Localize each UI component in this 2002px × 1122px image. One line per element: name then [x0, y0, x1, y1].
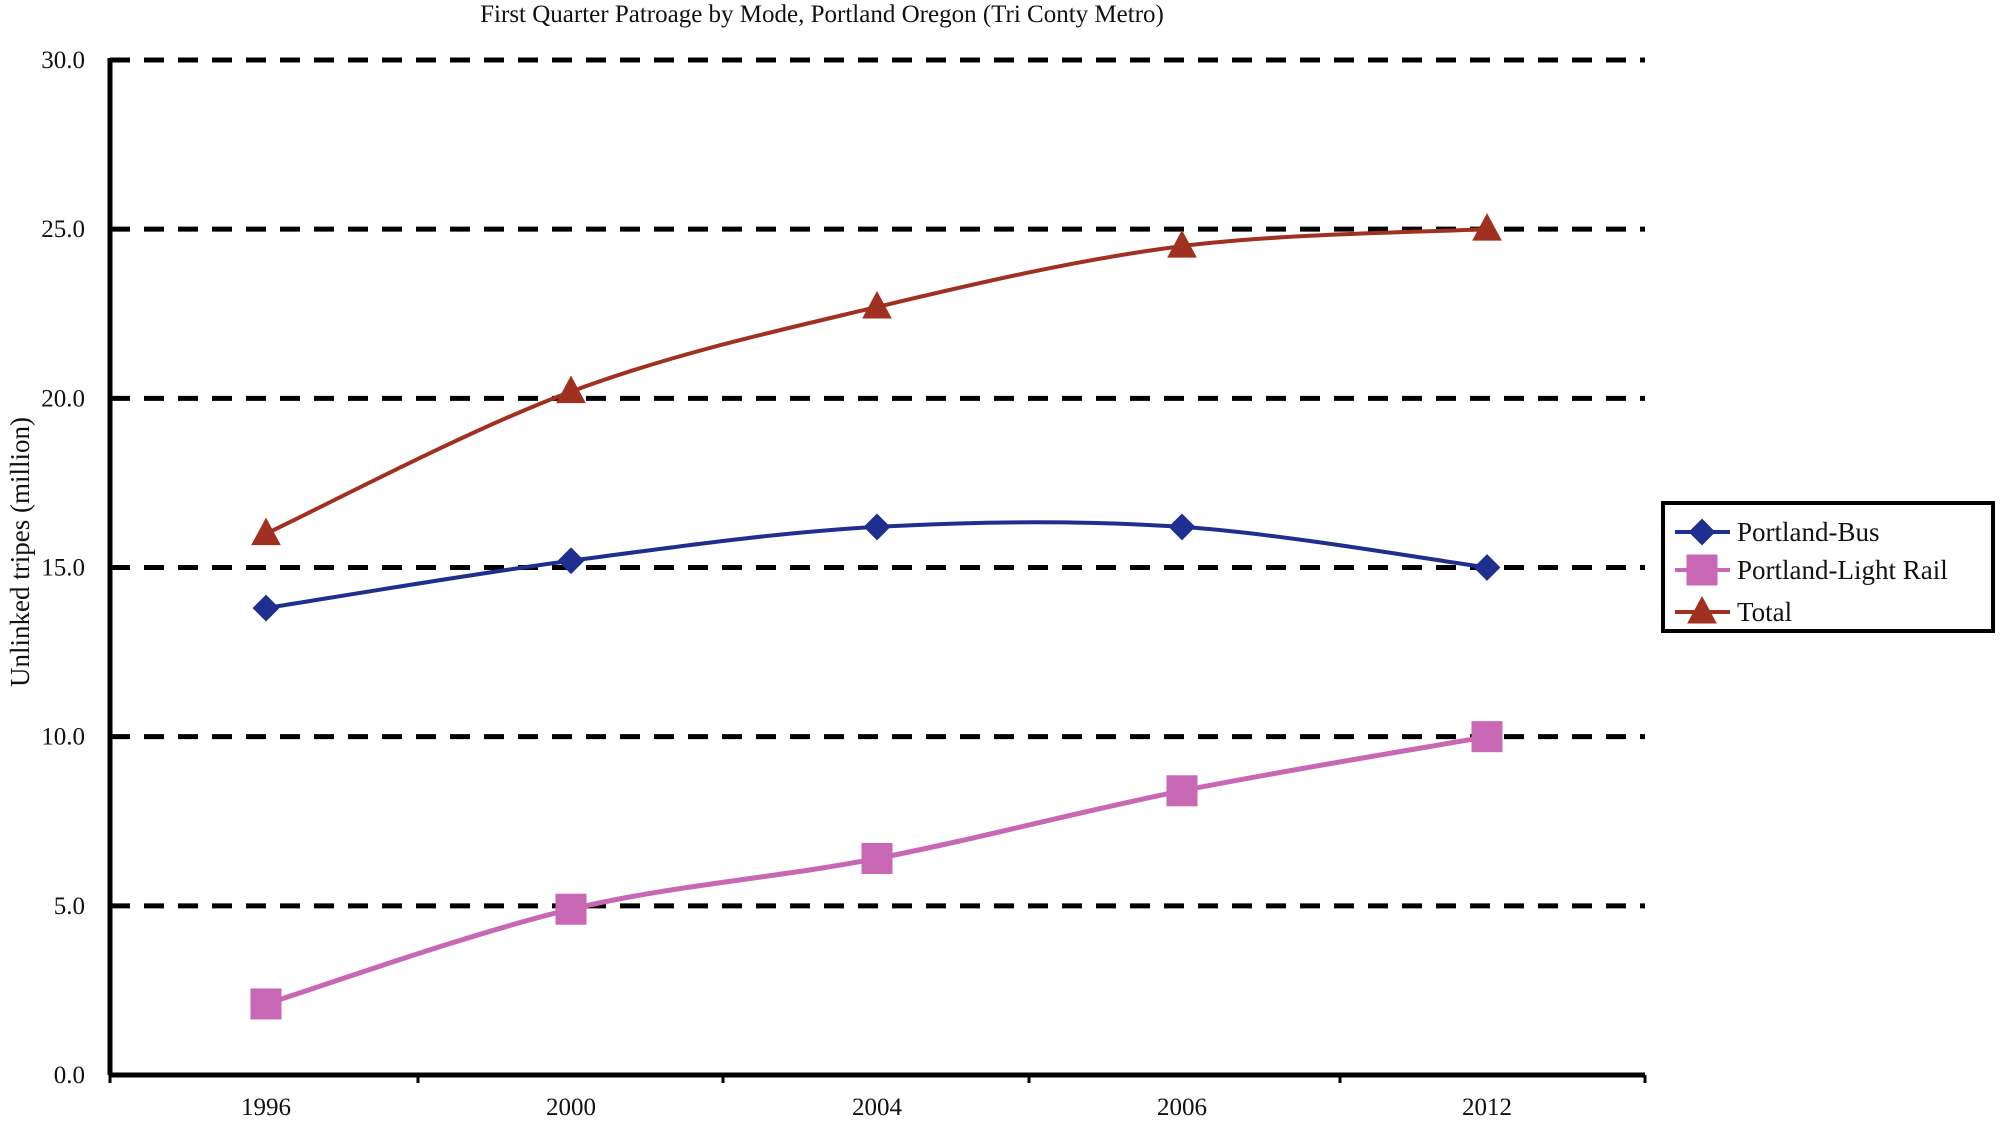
chart-title: First Quarter Patroage by Mode, Portland… [480, 1, 1164, 28]
data-point [555, 893, 587, 925]
y-tick-label: 30.0 [41, 47, 85, 74]
legend-item: Portland-Light Rail [1675, 554, 1948, 586]
data-point [252, 594, 280, 622]
legend-label: Portland-Bus [1737, 517, 1880, 547]
legend-marker [1686, 554, 1718, 586]
y-tick-label: 5.0 [54, 893, 85, 920]
x-tick-label: 2000 [546, 1094, 596, 1121]
x-tick-label: 2012 [1462, 1094, 1512, 1121]
y-axis-label: Unlinked tripes (million) [5, 417, 35, 687]
data-point [556, 375, 586, 404]
data-point [1473, 554, 1501, 581]
legend-marker [1688, 518, 1716, 546]
data-point [250, 988, 282, 1020]
legend-box [1661, 501, 1995, 633]
data-point [1472, 213, 1502, 241]
axes-layer: 0.0 5.0 10.0 15.0 20.0 25.0 30.0 1996 2000 2004 20… [41, 47, 1647, 1121]
data-point [862, 290, 892, 319]
data-point [1168, 513, 1196, 541]
legend-marker [1687, 595, 1717, 624]
x-tick-label: 2004 [852, 1094, 903, 1121]
data-point [1471, 721, 1503, 753]
y-tick-label: 25.0 [41, 216, 85, 243]
data-point [863, 513, 891, 541]
grid-layer [110, 57, 1645, 1078]
y-tick-label: 20.0 [41, 385, 85, 412]
legend-item: Total [1675, 595, 1792, 627]
data-point [557, 547, 585, 575]
data-point [861, 842, 893, 874]
series-portland-bus [252, 513, 1501, 622]
legend: Portland-Bus Portland-Light Rail Total [1661, 501, 1995, 633]
legend-item: Portland-Bus [1675, 517, 1880, 547]
series-layer [250, 213, 1503, 1020]
legend-label: Portland-Light Rail [1737, 555, 1948, 585]
x-tick-label: 1996 [241, 1094, 291, 1121]
y-tick-label: 15.0 [41, 555, 85, 582]
series-total [251, 213, 1502, 546]
series-portland-light-rail [250, 721, 1503, 1020]
data-point [251, 517, 281, 546]
y-tick-label: 10.0 [41, 724, 85, 751]
y-tick-label: 0.0 [54, 1062, 85, 1089]
data-point [1166, 775, 1198, 807]
x-tick-label: 2006 [1157, 1094, 1207, 1121]
legend-label: Total [1737, 597, 1792, 627]
data-point [1167, 230, 1197, 258]
series-line [264, 227, 1489, 536]
